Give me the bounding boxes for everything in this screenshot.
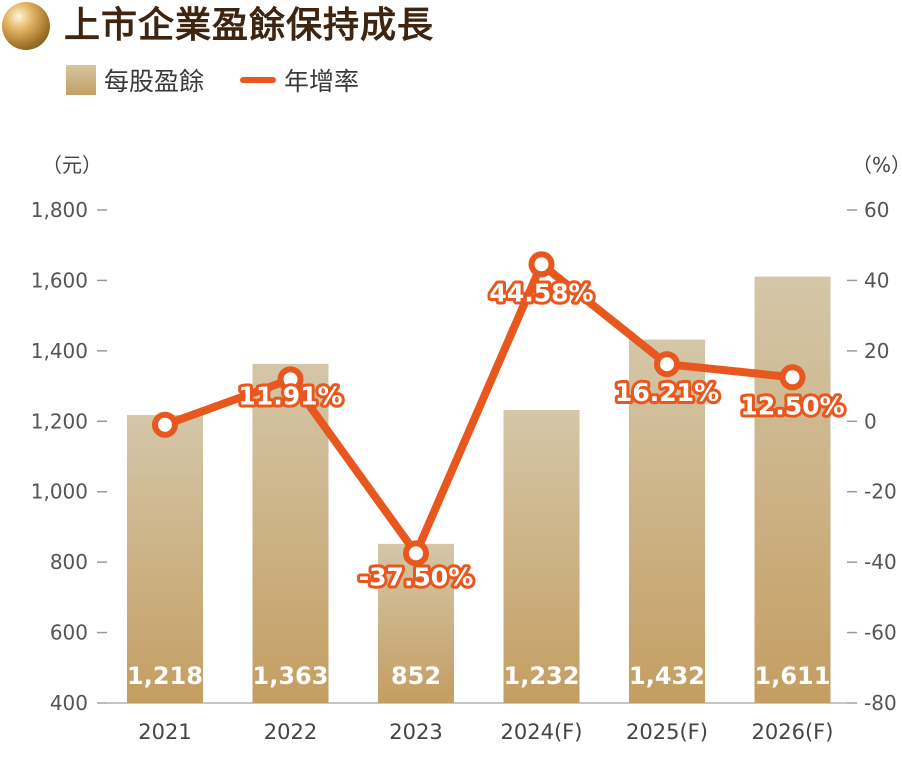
eps-bar [503, 410, 580, 703]
right-tick-label: -40 [864, 550, 897, 574]
left-tick-label: 600 [50, 621, 88, 645]
eps-bar [754, 276, 831, 703]
x-category-label: 2023 [389, 720, 442, 744]
legend-bar-label: 每股盈餘 [104, 67, 205, 96]
right-axis-unit: （%） [852, 153, 902, 177]
legend-line-label: 年增率 [284, 67, 360, 96]
growth-rate-marker [403, 540, 429, 567]
x-category-label: 2021 [138, 720, 191, 744]
left-tick-label: 400 [50, 691, 88, 715]
growth-rate-marker [277, 366, 304, 393]
x-category-label: 2022 [264, 720, 317, 744]
right-tick-label: 40 [864, 268, 889, 292]
left-axis-unit: （元） [42, 153, 102, 177]
growth-rate-marker [654, 351, 680, 378]
x-category-label: 2026(F) [752, 720, 834, 744]
right-tick-label: 0 [864, 409, 877, 433]
right-tick-label: -80 [864, 691, 897, 715]
right-tick-label: -60 [864, 621, 897, 645]
eps-bar [629, 339, 705, 703]
legend-bar-swatch [66, 65, 96, 95]
legend-line-swatch [240, 77, 277, 83]
growth-rate-marker [528, 251, 555, 278]
eps-value-label: 1,363 [253, 662, 329, 690]
right-tick-label: -20 [864, 480, 897, 504]
growth-rate-line [161, 260, 797, 558]
growth-rate-label: -37.50% [359, 562, 474, 591]
left-tick-label: 1,800 [31, 198, 88, 222]
growth-rate-label: 44.58% [489, 278, 593, 307]
left-tick-label: 800 [50, 550, 88, 574]
left-tick-label: 1,400 [31, 339, 88, 363]
left-tick-label: 1,600 [31, 268, 88, 292]
eps-value-label: 1,611 [755, 662, 831, 690]
growth-rate-label: 16.21% [615, 378, 719, 407]
chart-title: 上市企業盈餘保持成長 [64, 5, 435, 46]
gold-ball-icon [2, 2, 50, 50]
right-tick-label: 60 [864, 198, 889, 222]
legend: 每股盈餘 年增率 [66, 62, 359, 98]
right-tick-label: 20 [864, 339, 889, 363]
growth-rate-label: 12.50% [740, 391, 844, 420]
x-category-label: 2024(F) [501, 720, 583, 744]
growth-rate-marker [152, 411, 178, 438]
left-tick-label: 1,200 [31, 409, 88, 433]
eps-bar [127, 414, 203, 703]
eps-value-label: 1,218 [127, 662, 203, 690]
growth-rate-marker [779, 364, 806, 391]
eps-value-label: 1,232 [504, 662, 580, 690]
left-tick-label: 1,000 [31, 480, 88, 504]
x-category-label: 2025(F) [626, 720, 708, 744]
growth-rate-label: 11.91% [238, 381, 342, 410]
eps-bar [378, 543, 454, 703]
eps-value-label: 852 [391, 662, 441, 690]
eps-value-label: 1,432 [629, 662, 705, 690]
